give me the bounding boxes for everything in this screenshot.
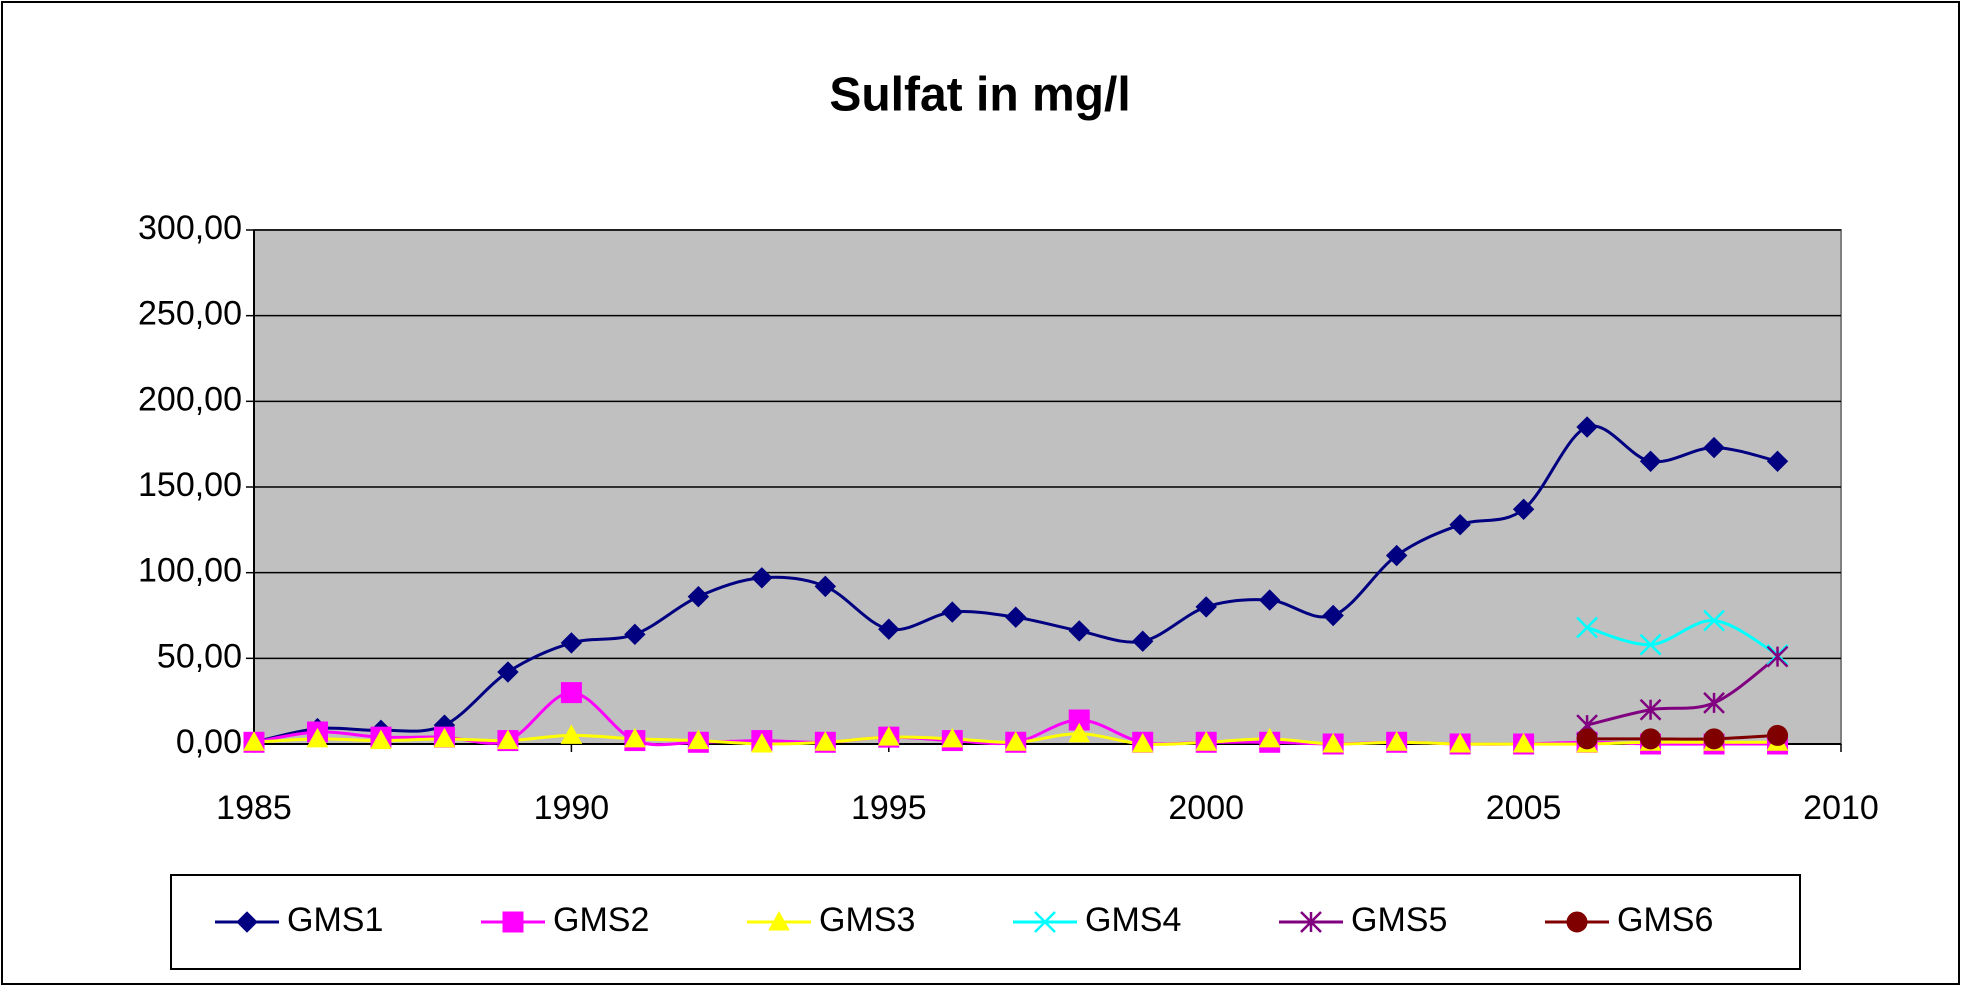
- legend-label: GMS6: [1617, 901, 1713, 939]
- data-point: [941, 601, 963, 623]
- data-point: [560, 682, 582, 704]
- y-tick-label: 250,00: [138, 295, 242, 333]
- data-point: [687, 729, 710, 750]
- chart-title: Sulfat in mg/l: [829, 69, 1130, 122]
- data-point: [1068, 722, 1091, 743]
- data-point: [1703, 691, 1725, 714]
- data-point: [1512, 732, 1535, 753]
- data-point: [751, 567, 773, 589]
- data-point: [1449, 732, 1471, 753]
- data-point: [1703, 609, 1725, 632]
- y-tick-label: 200,00: [138, 380, 242, 418]
- data-point: [1132, 630, 1154, 652]
- data-point: [1385, 731, 1408, 751]
- x-tick-label: 1985: [216, 789, 292, 827]
- data-point: [1576, 728, 1598, 750]
- legend-marker: [502, 911, 524, 933]
- data-point: [624, 623, 646, 646]
- series-line: [1587, 733, 1778, 741]
- data-point: [1639, 450, 1662, 473]
- legend-label: GMS2: [553, 901, 649, 939]
- data-point: [243, 731, 265, 751]
- legend-marker: [236, 911, 258, 933]
- x-tick-label: 2005: [1486, 789, 1562, 827]
- data-point: [814, 731, 837, 751]
- data-point: [941, 727, 964, 748]
- data-point: [1005, 606, 1027, 628]
- legend-marker: [1300, 911, 1322, 933]
- legend-label: GMS1: [287, 901, 383, 939]
- data-point: [1639, 698, 1662, 721]
- data-point: [1512, 498, 1535, 520]
- y-tick-label: 50,00: [157, 637, 242, 675]
- data-point: [877, 726, 900, 746]
- legend-marker: [768, 910, 790, 931]
- y-tick-label: 0,00: [176, 723, 242, 761]
- data-point: [560, 724, 583, 744]
- data-point: [1767, 724, 1789, 746]
- data-point: [1449, 513, 1471, 536]
- data-point: [1322, 732, 1345, 753]
- data-point: [1576, 416, 1598, 438]
- data-point: [1766, 645, 1789, 668]
- data-point: [560, 632, 583, 654]
- data-point: [1703, 436, 1725, 459]
- data-point: [1385, 544, 1408, 567]
- data-point: [814, 575, 837, 598]
- data-point: [1703, 728, 1725, 750]
- series-line: [1586, 655, 1779, 727]
- data-point: [1068, 620, 1090, 642]
- data-point: [1258, 589, 1281, 611]
- x-tick-label: 1990: [534, 789, 610, 827]
- data-point: [1195, 596, 1217, 618]
- legend-marker: [1566, 911, 1588, 933]
- data-point: [624, 727, 646, 748]
- data-point: [370, 729, 392, 750]
- data-point: [1576, 616, 1598, 639]
- data-point: [1258, 727, 1281, 748]
- data-point: [1766, 450, 1789, 473]
- data-point: [1639, 633, 1662, 656]
- data-point: [750, 732, 773, 753]
- x-tick-label: 2000: [1168, 789, 1244, 827]
- data-point: [433, 727, 456, 748]
- y-tick-label: 300,00: [138, 209, 242, 247]
- data-point: [1640, 728, 1662, 750]
- y-tick-label: 150,00: [138, 466, 242, 504]
- data-point: [1195, 731, 1218, 751]
- data-point: [687, 585, 710, 608]
- x-tick-label: 1995: [851, 789, 927, 827]
- legend-box: [170, 874, 1801, 970]
- x-tick-label: 2010: [1803, 789, 1879, 827]
- y-tick-label: 100,00: [138, 552, 242, 590]
- data-point: [497, 729, 519, 750]
- legend-label: GMS4: [1085, 901, 1181, 939]
- legend-label: GMS3: [819, 901, 915, 939]
- data-point: [497, 661, 519, 683]
- data-point: [878, 618, 900, 640]
- data-point: [1004, 731, 1027, 751]
- data-point: [1322, 604, 1344, 627]
- series-line: [1586, 619, 1779, 657]
- legend-label: GMS5: [1351, 901, 1447, 939]
- data-point: [1131, 732, 1154, 753]
- data-point: [306, 727, 329, 748]
- legend-marker: [1034, 911, 1056, 933]
